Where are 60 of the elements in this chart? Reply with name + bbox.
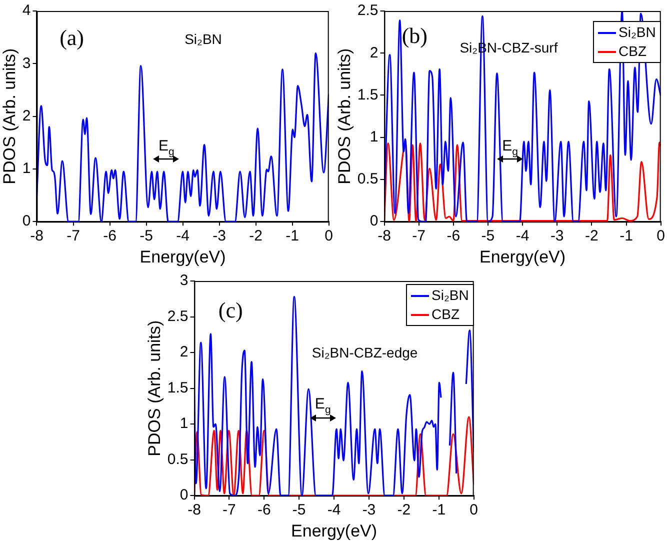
x-tick-label: -6 bbox=[446, 228, 460, 245]
y-tick-label: 0.5 bbox=[357, 170, 378, 188]
x-tick-label: -5 bbox=[140, 228, 153, 245]
x-tick-label: -8 bbox=[378, 228, 391, 245]
legend-label: Si₂BN bbox=[618, 23, 656, 42]
x-tick-label: -3 bbox=[362, 502, 376, 519]
y-tick-label: 0 bbox=[370, 212, 378, 230]
x-tick-label: -6 bbox=[257, 502, 271, 519]
y-tick-label: 2.5 bbox=[357, 2, 378, 20]
y-tick-label: 3 bbox=[180, 272, 188, 290]
annotation: Si₂BN-CBZ-edge bbox=[312, 344, 418, 360]
y-tick-label: 2 bbox=[180, 344, 188, 361]
x-tick-label: -1 bbox=[286, 228, 299, 245]
x-tick-label: -5 bbox=[292, 502, 306, 519]
y-tick-label: 3 bbox=[22, 54, 31, 72]
annotation: (a) bbox=[60, 25, 84, 50]
annotation: (b) bbox=[402, 22, 428, 48]
legend-label: CBZ bbox=[618, 42, 646, 61]
y-tick-label: 1.5 bbox=[357, 86, 378, 104]
x-tick-label: -6 bbox=[103, 228, 116, 245]
legend-label: Si₂BN bbox=[432, 286, 469, 305]
x-axis-title: Energy(eV) bbox=[140, 247, 226, 266]
x-tick-label: -1 bbox=[620, 228, 633, 245]
x-tick-label: -2 bbox=[249, 228, 262, 245]
y-tick-label: 0.5 bbox=[167, 450, 188, 468]
y-tick-label: 4 bbox=[22, 2, 31, 20]
x-tick-label: -7 bbox=[66, 228, 80, 245]
x-tick-label: -7 bbox=[222, 502, 236, 519]
y-tick-label: 1 bbox=[180, 415, 188, 432]
x-tick-label: -8 bbox=[188, 502, 201, 519]
x-tick-label: 0 bbox=[470, 502, 478, 519]
y-tick-label: 1.5 bbox=[167, 379, 188, 396]
y-tick-label: 2 bbox=[370, 44, 378, 62]
y-tick-label: 1 bbox=[22, 160, 31, 178]
y-axis-title: PDOS (Arb. units) bbox=[0, 48, 19, 184]
x-tick-label: -8 bbox=[30, 228, 44, 245]
annotation: Si₂BN bbox=[184, 30, 222, 47]
y-tick-label: 2 bbox=[22, 107, 31, 124]
x-tick-label: -3 bbox=[212, 228, 226, 245]
x-tick-label: -2 bbox=[397, 502, 411, 519]
x-tick-label: -5 bbox=[481, 228, 495, 245]
x-tick-label: -7 bbox=[412, 228, 426, 245]
x-tick-label: -3 bbox=[550, 228, 564, 245]
x-tick-label: -1 bbox=[432, 502, 446, 519]
annotation: (c) bbox=[218, 298, 243, 323]
y-tick-label: 2.5 bbox=[167, 308, 188, 325]
y-tick-label: 0 bbox=[180, 486, 188, 504]
x-tick-label: 0 bbox=[656, 228, 665, 245]
x-axis-title: Energy(eV) bbox=[480, 247, 566, 266]
y-tick-label: 1 bbox=[370, 128, 378, 146]
x-tick-label: -2 bbox=[585, 228, 598, 245]
x-tick-label: -4 bbox=[327, 502, 341, 519]
x-tick-label: 0 bbox=[324, 228, 333, 245]
y-tick-label: 0 bbox=[22, 212, 31, 230]
x-tick-label: -4 bbox=[516, 228, 530, 245]
x-tick-label: -4 bbox=[176, 228, 190, 245]
x-axis-title: Energy(eV) bbox=[291, 521, 378, 540]
y-axis-title: PDOS (Arb. units) bbox=[334, 48, 354, 184]
legend-label: CBZ bbox=[432, 305, 460, 324]
y-axis-title: PDOS (Arb. units) bbox=[144, 320, 164, 456]
